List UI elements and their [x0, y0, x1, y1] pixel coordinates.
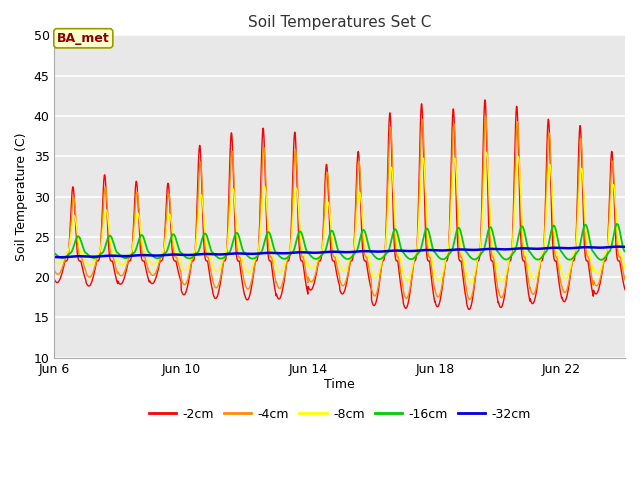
- -8cm: [177, 258, 185, 264]
- -4cm: [257, 184, 265, 190]
- -4cm: [358, 208, 365, 214]
- -16cm: [140, 236, 148, 242]
- Legend: -2cm, -4cm, -8cm, -16cm, -32cm: -2cm, -4cm, -8cm, -16cm, -32cm: [143, 403, 536, 426]
- Line: -16cm: -16cm: [54, 224, 625, 260]
- Text: BA_met: BA_met: [57, 32, 109, 45]
- -16cm: [547, 228, 555, 234]
- -2cm: [257, 158, 265, 164]
- -8cm: [467, 280, 474, 286]
- -2cm: [106, 254, 113, 260]
- -8cm: [106, 233, 113, 239]
- -8cm: [548, 180, 556, 185]
- Line: -2cm: -2cm: [54, 100, 625, 310]
- -32cm: [621, 244, 629, 250]
- -32cm: [177, 252, 185, 258]
- Title: Soil Temperatures Set C: Soil Temperatures Set C: [248, 15, 431, 30]
- -32cm: [140, 252, 148, 258]
- -8cm: [140, 249, 148, 255]
- -2cm: [177, 278, 185, 284]
- -2cm: [465, 307, 473, 312]
- -4cm: [548, 183, 556, 189]
- -16cm: [358, 229, 365, 235]
- -2cm: [621, 287, 629, 292]
- Line: -8cm: -8cm: [54, 152, 625, 283]
- Y-axis label: Soil Temperature (C): Soil Temperature (C): [15, 132, 28, 261]
- -4cm: [51, 268, 58, 274]
- -8cm: [257, 213, 265, 218]
- -32cm: [358, 248, 366, 254]
- -4cm: [106, 242, 113, 248]
- -4cm: [177, 269, 185, 275]
- -16cm: [177, 250, 185, 255]
- -32cm: [51, 254, 58, 260]
- -2cm: [51, 276, 58, 282]
- -8cm: [483, 149, 490, 155]
- -2cm: [481, 97, 489, 103]
- -32cm: [57, 254, 65, 260]
- -32cm: [106, 253, 114, 259]
- -16cm: [597, 257, 605, 263]
- -16cm: [613, 221, 621, 227]
- -32cm: [258, 251, 266, 256]
- -4cm: [466, 297, 474, 302]
- -16cm: [257, 249, 265, 255]
- -16cm: [51, 250, 58, 256]
- -2cm: [548, 213, 556, 218]
- -4cm: [482, 113, 490, 119]
- Line: -32cm: -32cm: [54, 247, 625, 257]
- -4cm: [621, 277, 629, 283]
- -2cm: [140, 258, 148, 264]
- -8cm: [358, 206, 365, 212]
- -8cm: [51, 258, 58, 264]
- -16cm: [621, 249, 629, 254]
- Line: -4cm: -4cm: [54, 116, 625, 300]
- -8cm: [621, 264, 629, 270]
- X-axis label: Time: Time: [324, 378, 355, 391]
- -32cm: [614, 244, 622, 250]
- -32cm: [548, 245, 556, 251]
- -2cm: [358, 232, 365, 238]
- -4cm: [140, 254, 148, 260]
- -16cm: [106, 233, 113, 239]
